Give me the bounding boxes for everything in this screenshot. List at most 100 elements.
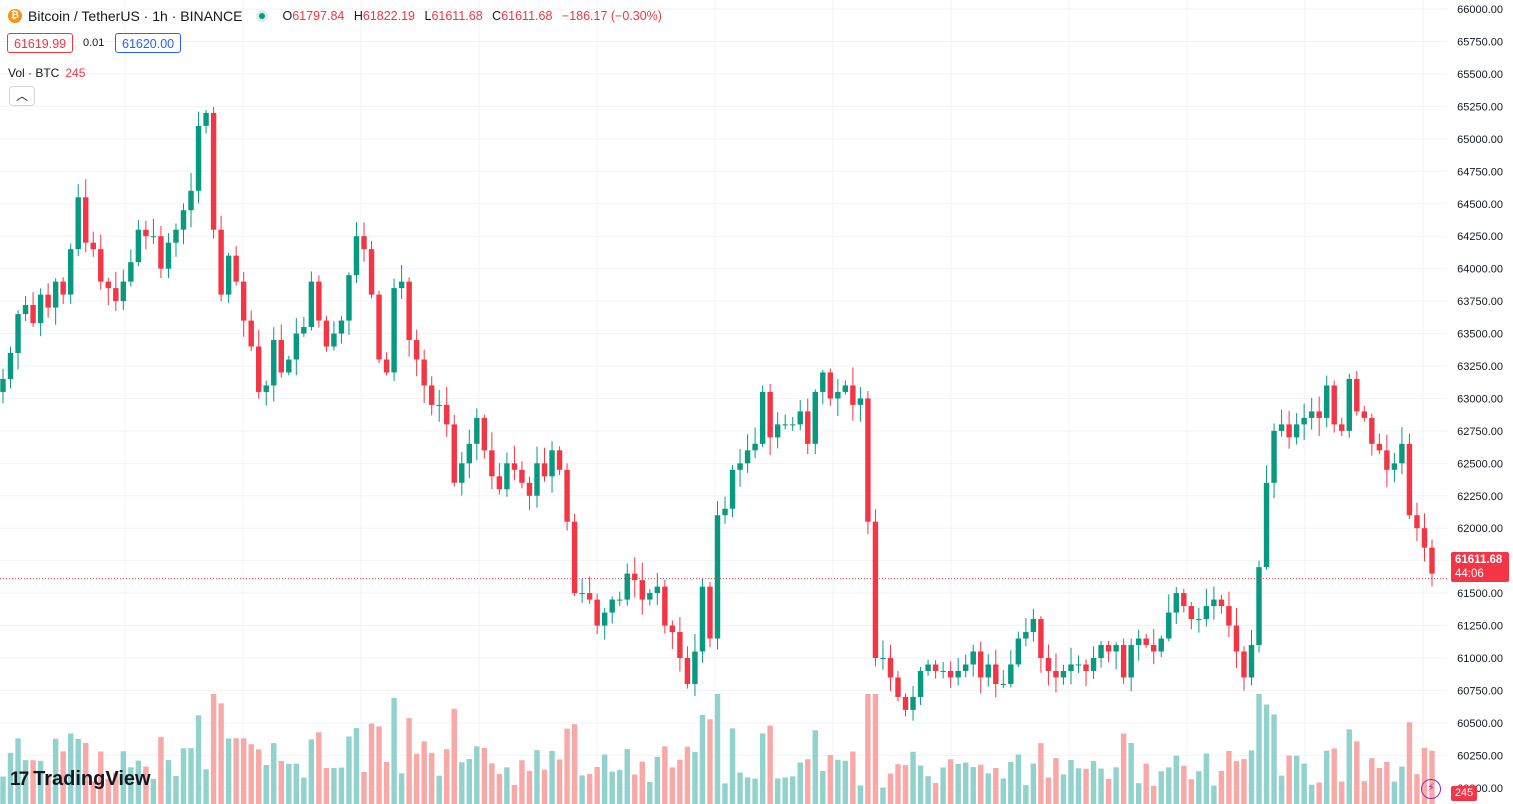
- sell-price-button[interactable]: 61619.99: [7, 33, 74, 53]
- volume-bar: [135, 760, 142, 804]
- volume-bar: [1135, 783, 1142, 804]
- y-tick-label: 60500.00: [1457, 718, 1503, 730]
- candle-body: [120, 281, 127, 302]
- candle-body: [1293, 424, 1300, 438]
- volume-bar: [1211, 785, 1217, 804]
- volume-bar: [865, 694, 871, 804]
- volume-bar: [248, 744, 254, 804]
- volume-bar: [541, 769, 548, 804]
- volume-bar: [75, 738, 81, 804]
- candle-body: [647, 593, 653, 600]
- buy-price-button[interactable]: 61620.00: [115, 33, 182, 53]
- y-tick-label: 62750.00: [1457, 426, 1503, 438]
- y-tick-label: 64500.00: [1457, 199, 1503, 211]
- candle-body: [774, 424, 781, 438]
- volume-bar: [421, 741, 427, 804]
- candle-body: [594, 599, 600, 626]
- volume-bar: [1241, 759, 1247, 804]
- spread-value: 0.01: [83, 37, 105, 49]
- candle-body: [880, 657, 886, 659]
- volume-bar: [165, 760, 172, 804]
- volume-bar: [917, 765, 924, 804]
- candle-body: [1105, 645, 1112, 652]
- candle-body: [218, 229, 224, 295]
- volume-bar: [797, 762, 803, 804]
- candle-body: [361, 236, 367, 250]
- candle-body: [812, 391, 818, 444]
- candle-body: [150, 236, 157, 238]
- volume-bar: [128, 767, 134, 804]
- volume-bar: [1151, 785, 1157, 804]
- y-tick-label: 63750.00: [1457, 296, 1503, 308]
- volume-bar: [617, 770, 623, 804]
- y-tick-label: 65750.00: [1457, 37, 1503, 49]
- candle-body: [707, 586, 713, 639]
- chevron-up-icon[interactable]: ︿: [9, 86, 35, 106]
- open-value: 61797.84: [292, 9, 345, 23]
- volume-bar: [353, 728, 360, 804]
- candle-body: [835, 391, 841, 399]
- volume-bar: [1339, 781, 1345, 804]
- candle-body: [1188, 606, 1195, 620]
- volume-bar: [1113, 767, 1119, 804]
- volume-bar: [459, 762, 465, 804]
- volume-bar: [1248, 750, 1255, 804]
- tradingview-logo[interactable]: 17 TradingView: [10, 768, 151, 791]
- volume-bar: [601, 754, 608, 804]
- candle-body: [376, 294, 382, 360]
- volume-bar: [1023, 785, 1029, 804]
- volume-bar: [263, 765, 269, 804]
- candle-body: [1173, 593, 1179, 613]
- volume-bar: [654, 757, 661, 804]
- candle-body: [1008, 664, 1014, 684]
- candle-body: [128, 262, 134, 282]
- volume-bar: [1323, 750, 1330, 804]
- volume-bar: [323, 767, 330, 804]
- market-status-icon[interactable]: [256, 10, 269, 22]
- candle-body: [421, 359, 427, 386]
- candle-body: [195, 125, 202, 191]
- volume-bar: [1421, 747, 1428, 804]
- candle-body: [489, 450, 495, 477]
- volume-bar: [225, 738, 232, 804]
- candle-body: [286, 359, 292, 373]
- volume-bar: [1053, 758, 1059, 804]
- y-tick-label: 65250.00: [1457, 101, 1503, 113]
- candle-body: [865, 398, 871, 522]
- candle-body: [1203, 606, 1210, 620]
- volume-bar: [978, 764, 984, 804]
- candle-body: [564, 469, 570, 522]
- candle-body: [1120, 645, 1127, 678]
- candle-body: [180, 210, 187, 230]
- candle-body: [1308, 411, 1315, 418]
- candle-body: [1015, 638, 1022, 665]
- volume-bar: [391, 697, 397, 804]
- volume-bar: [1331, 748, 1337, 804]
- volume-bar: [451, 708, 457, 804]
- candle-body: [15, 314, 21, 354]
- candle-body: [759, 391, 766, 444]
- volume-bar: [842, 760, 849, 804]
- lightning-icon[interactable]: ⚡: [1421, 779, 1441, 799]
- candle-body: [639, 580, 645, 600]
- volume-bar: [722, 783, 728, 804]
- candle-body: [1038, 619, 1044, 658]
- candle-body: [504, 463, 510, 490]
- volume-bar: [1429, 750, 1435, 804]
- volume-bar: [1414, 774, 1420, 804]
- symbol-title[interactable]: Bitcoin / TetherUS · 1h · BINANCE: [28, 8, 243, 24]
- y-tick-label: 62000.00: [1457, 523, 1503, 535]
- candle-body: [346, 275, 352, 321]
- candle-body: [617, 599, 623, 601]
- candle-body: [444, 404, 450, 425]
- candle-body: [1218, 599, 1225, 607]
- candle-body: [459, 463, 465, 483]
- volume-bar: [67, 733, 74, 804]
- volume-bar: [1098, 768, 1104, 804]
- volume-bar: [1278, 775, 1285, 804]
- volume-bar: [1045, 777, 1052, 804]
- volume-bar: [1369, 758, 1375, 804]
- candle-body: [1421, 528, 1428, 548]
- candle-body: [1301, 417, 1307, 425]
